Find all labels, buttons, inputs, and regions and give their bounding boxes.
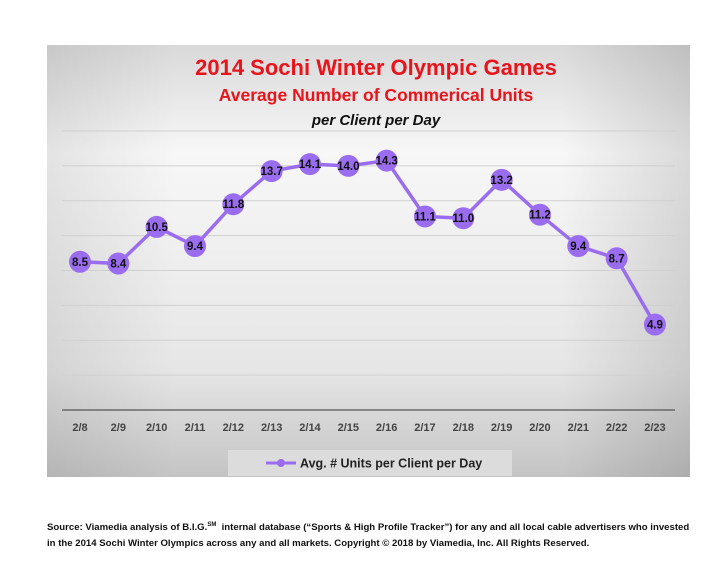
legend-marker bbox=[277, 459, 285, 467]
data-point bbox=[413, 205, 436, 228]
data-point bbox=[528, 203, 551, 226]
x-tick-label: 2/17 bbox=[414, 422, 435, 434]
data-label: 10.5 bbox=[145, 222, 168, 234]
x-tick-label: 2/18 bbox=[453, 422, 474, 434]
x-tick-label: 2/15 bbox=[338, 422, 359, 434]
data-label: 14.3 bbox=[375, 156, 397, 168]
data-label: 14.1 bbox=[299, 159, 322, 171]
x-tick-label: 2/12 bbox=[223, 422, 244, 434]
data-point bbox=[490, 168, 513, 191]
data-label: 14.0 bbox=[337, 161, 359, 173]
x-tick-label: 2/8 bbox=[72, 422, 87, 434]
data-label: 13.2 bbox=[490, 175, 512, 187]
chart-subtitle-2: per Client per Day bbox=[311, 112, 441, 129]
x-tick-label: 2/23 bbox=[644, 422, 665, 434]
footnote-line1-pre: Source: Viamedia analysis of B.I.G. bbox=[47, 522, 208, 534]
x-tick-label: 2/16 bbox=[376, 422, 397, 434]
x-tick-label: 2/10 bbox=[146, 422, 167, 434]
data-label: 8.4 bbox=[110, 259, 127, 271]
data-label: 8.5 bbox=[72, 257, 89, 269]
legend-label: Avg. # Units per Client per Day bbox=[300, 457, 482, 471]
data-point bbox=[298, 153, 321, 176]
data-label: 9.4 bbox=[570, 241, 587, 253]
data-point bbox=[145, 215, 168, 238]
footnote-line1-post: internal database (“Sports & High Profil… bbox=[216, 522, 690, 534]
series-line bbox=[79, 158, 657, 326]
data-label: 11.8 bbox=[222, 199, 244, 211]
footnote-sup: SM bbox=[207, 522, 217, 528]
x-tick-label: 2/22 bbox=[606, 422, 627, 434]
footnote-line2: in the 2014 Sochi Winter Olympics across… bbox=[47, 538, 590, 550]
data-point bbox=[375, 149, 398, 172]
x-tick-label: 2/21 bbox=[568, 422, 589, 434]
data-label: 11.0 bbox=[452, 213, 474, 225]
data-point bbox=[222, 193, 245, 216]
x-tick-label: 2/19 bbox=[491, 422, 512, 434]
x-tick-label: 2/13 bbox=[261, 422, 282, 434]
data-label: 11.1 bbox=[414, 211, 436, 223]
data-point bbox=[567, 235, 590, 258]
x-tick-label: 2/9 bbox=[111, 422, 126, 434]
chart-background-shade bbox=[47, 45, 690, 477]
data-point bbox=[107, 252, 130, 275]
data-label: 8.7 bbox=[609, 253, 625, 265]
footnote: Source: Viamedia analysis of B.I.G.SM in… bbox=[47, 517, 726, 552]
data-label: 9.4 bbox=[187, 241, 204, 253]
chart-subtitle: Average Number of Commerical Units bbox=[219, 85, 534, 105]
data-point bbox=[452, 207, 475, 230]
x-tick-label: 2/14 bbox=[299, 422, 321, 434]
data-point bbox=[260, 160, 283, 183]
data-label: 4.9 bbox=[647, 320, 663, 332]
data-label: 11.2 bbox=[529, 210, 551, 222]
x-tick-label: 2/20 bbox=[529, 422, 550, 434]
data-point bbox=[605, 247, 628, 270]
data-point bbox=[337, 154, 360, 177]
chart-title: 2014 Sochi Winter Olympic Games bbox=[195, 55, 557, 80]
data-label: 13.7 bbox=[260, 166, 282, 178]
x-tick-label: 2/11 bbox=[185, 422, 206, 434]
data-point bbox=[69, 250, 91, 273]
data-point bbox=[183, 235, 206, 258]
data-point bbox=[643, 313, 666, 336]
